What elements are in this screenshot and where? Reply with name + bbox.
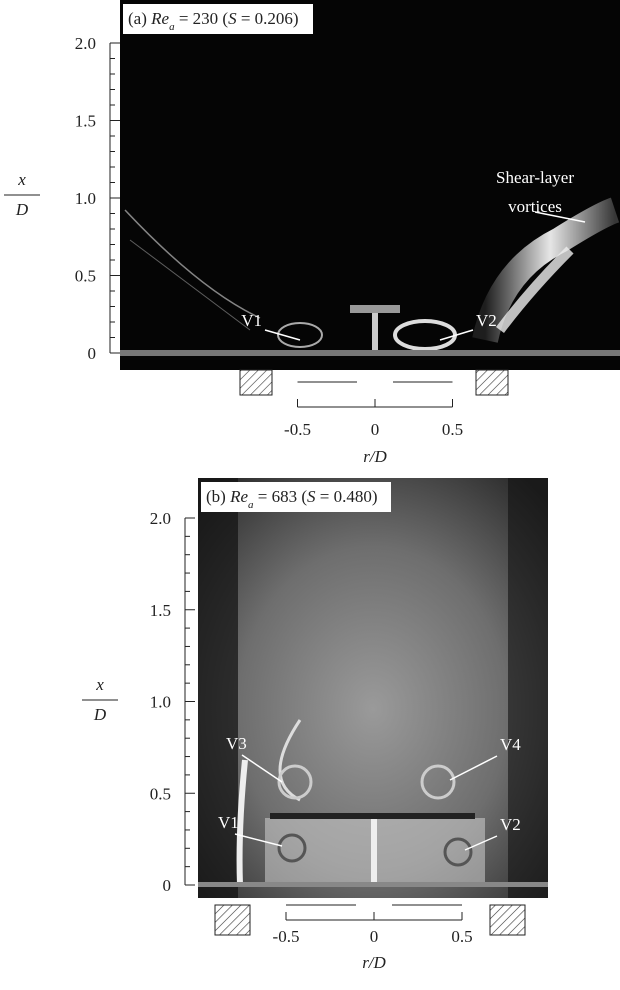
annotation: vortices — [508, 197, 562, 216]
x-label: r/D — [363, 447, 387, 466]
label-part: = 230 ( — [175, 9, 229, 28]
y-tick-label: 1.5 — [150, 601, 171, 620]
y-tick-label: 0 — [88, 344, 97, 363]
support — [490, 905, 525, 935]
annotation: V2 — [500, 815, 521, 834]
y-label-denominator: D — [93, 705, 107, 724]
y-label-denominator: D — [15, 200, 29, 219]
y-tick-label: 1.5 — [75, 112, 96, 131]
x-tick-label: 0.5 — [451, 927, 472, 946]
annotation: Shear-layer — [496, 168, 574, 187]
figure: (a) Rea = 230 (S = 0.206)00.51.01.52.0xD… — [0, 0, 620, 985]
support — [476, 370, 508, 395]
annotation: V1 — [241, 311, 262, 330]
label-part: = 683 ( — [254, 487, 308, 506]
x-tick-label: 0 — [371, 420, 380, 439]
label-part: = 0.206) — [237, 9, 299, 28]
y-tick-label: 2.0 — [150, 509, 171, 528]
y-tick-label: 2.0 — [75, 34, 96, 53]
y-tick-label: 0.5 — [75, 267, 96, 286]
y-label-numerator: x — [17, 170, 26, 189]
x-tick-label: -0.5 — [284, 420, 311, 439]
x-tick-label: 0 — [370, 927, 379, 946]
y-tick-label: 1.0 — [75, 189, 96, 208]
photo-b — [198, 478, 548, 898]
label-part: (b) — [206, 487, 230, 506]
x-label: r/D — [362, 953, 386, 972]
label-part: Re — [150, 9, 169, 28]
label-part: = 0.480) — [316, 487, 378, 506]
y-tick-label: 0.5 — [150, 784, 171, 803]
label-part: Re — [229, 487, 248, 506]
x-tick-label: 0.5 — [442, 420, 463, 439]
annotation: V4 — [500, 735, 521, 754]
label-part: (a) — [128, 9, 151, 28]
y-tick-label: 1.0 — [150, 693, 171, 712]
support — [240, 370, 272, 395]
annotation: V2 — [476, 311, 497, 330]
y-label-numerator: x — [95, 675, 104, 694]
support — [215, 905, 250, 935]
y-tick-label: 0 — [163, 876, 172, 895]
x-tick-label: -0.5 — [273, 927, 300, 946]
annotation: V3 — [226, 734, 247, 753]
annotation: V1 — [218, 813, 239, 832]
